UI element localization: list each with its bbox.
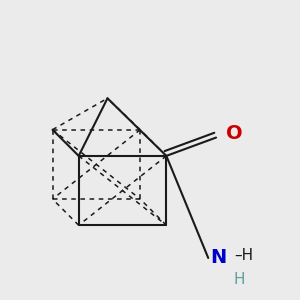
Text: H: H <box>234 272 245 287</box>
Text: O: O <box>226 124 242 143</box>
Text: N: N <box>210 248 226 268</box>
Text: –H: –H <box>234 248 253 263</box>
